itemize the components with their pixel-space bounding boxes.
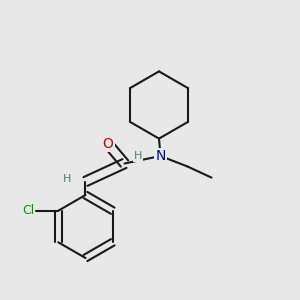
Text: N: N	[155, 149, 166, 163]
Text: Cl: Cl	[22, 204, 34, 217]
Text: O: O	[103, 137, 113, 151]
Text: H: H	[63, 173, 72, 184]
Text: H: H	[134, 151, 142, 161]
